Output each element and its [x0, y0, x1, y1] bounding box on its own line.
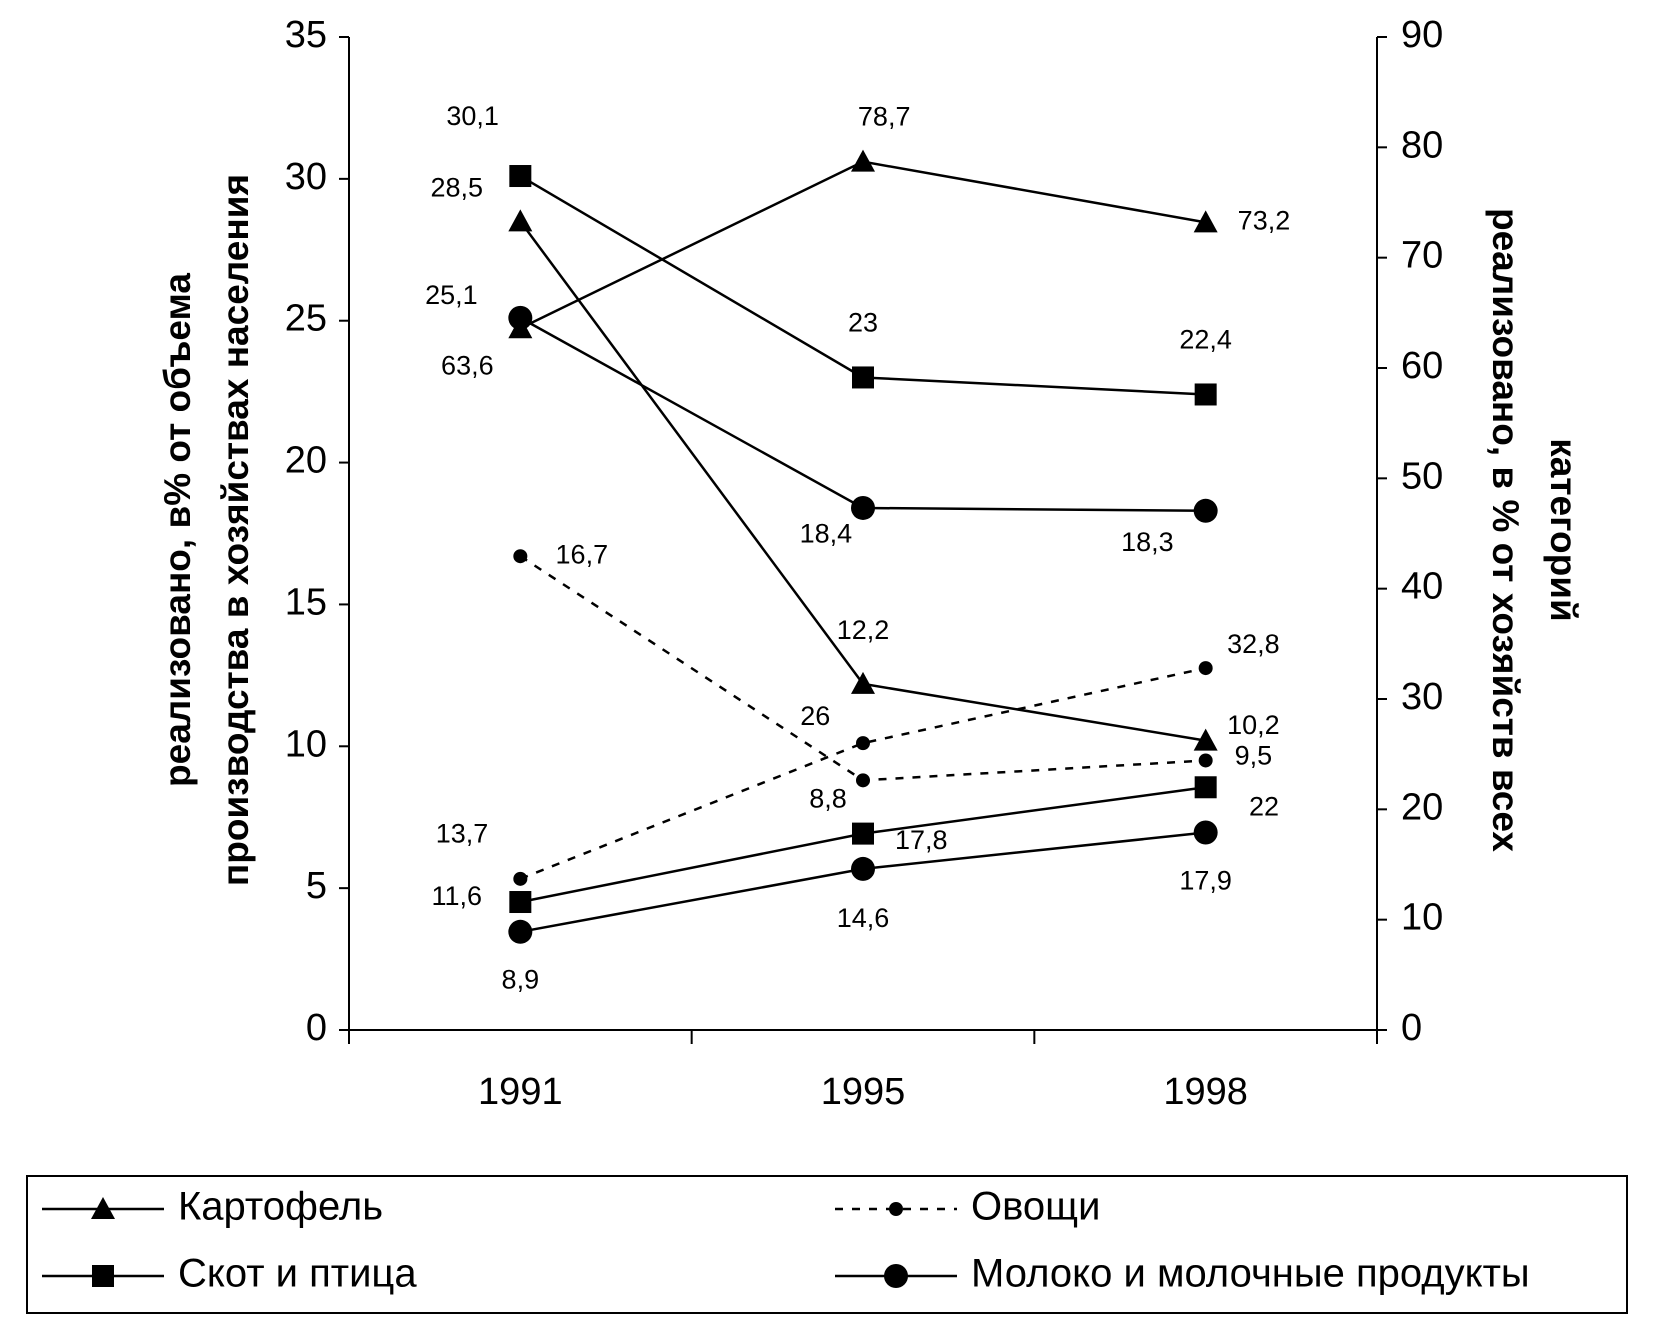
- marker-triangle: [91, 1197, 115, 1219]
- legend-box: [26, 1175, 1628, 1314]
- marker-square: [92, 1265, 114, 1287]
- marker-triangle: [851, 149, 875, 172]
- x-tick-label: 1995: [821, 1071, 906, 1113]
- marker-circle: [1193, 498, 1218, 523]
- data-label: 26: [800, 701, 830, 731]
- y-tick-label: 30: [285, 156, 327, 198]
- y2-tick-label: 10: [1401, 897, 1443, 939]
- marker-small-circle: [513, 871, 528, 886]
- y-axis-title: реализовано, в% от объема: [157, 273, 198, 787]
- marker-circle: [851, 856, 875, 881]
- data-label: 30,1: [446, 101, 499, 131]
- marker-small-circle: [513, 549, 528, 564]
- y2-tick-label: 40: [1401, 566, 1443, 608]
- data-label: 12,2: [837, 615, 890, 645]
- x-tick-label: 1998: [1163, 1071, 1248, 1113]
- marker-square: [509, 891, 532, 914]
- marker-circle: [851, 495, 875, 520]
- y-axis-title: производства в хозяйствах населения: [215, 174, 256, 886]
- marker-square: [1194, 776, 1217, 799]
- data-label: 63,6: [441, 351, 494, 381]
- y2-axis-title: категорий: [1543, 438, 1584, 621]
- data-label: 28,5: [430, 173, 483, 203]
- series-line: [519, 220, 1206, 742]
- marker-square: [852, 822, 874, 845]
- x-tick-label: 1991: [478, 1071, 563, 1113]
- y-tick-label: 5: [306, 865, 327, 907]
- marker-circle: [508, 919, 533, 944]
- data-label: 18,4: [800, 519, 853, 549]
- series-line: [519, 160, 1206, 330]
- y-tick-label: 10: [285, 723, 327, 765]
- marker-small-circle: [1198, 661, 1213, 676]
- y2-axis-title: реализовано, в % от хозяйств всех: [1485, 208, 1526, 852]
- data-label: 10,2: [1227, 710, 1280, 740]
- marker-circle: [1193, 820, 1218, 845]
- data-label: 23: [848, 308, 878, 338]
- marker-triangle: [851, 671, 875, 694]
- marker-triangle: [1193, 210, 1218, 233]
- marker-triangle: [508, 209, 533, 232]
- series-line: [519, 316, 1206, 513]
- y2-tick-label: 70: [1401, 235, 1443, 277]
- y2-tick-label: 20: [1401, 786, 1443, 828]
- data-label: 22,4: [1179, 325, 1232, 355]
- legend-label: Скот и птица: [178, 1252, 417, 1296]
- marker-small-circle: [889, 1202, 903, 1216]
- marker-small-circle: [856, 773, 870, 788]
- y-tick-label: 20: [285, 440, 327, 482]
- y2-tick-label: 60: [1401, 345, 1443, 387]
- marker-small-circle: [856, 736, 870, 751]
- data-label: 9,5: [1235, 740, 1273, 770]
- data-label: 22: [1249, 792, 1279, 822]
- y2-tick-label: 30: [1401, 676, 1443, 718]
- data-label: 73,2: [1238, 205, 1291, 235]
- marker-circle: [508, 305, 533, 330]
- legend-label: Овощи: [971, 1185, 1100, 1229]
- y2-tick-label: 80: [1401, 124, 1443, 166]
- data-label: 13,7: [436, 819, 489, 849]
- y-tick-label: 15: [285, 581, 327, 623]
- marker-circle: [884, 1264, 908, 1288]
- y-tick-label: 25: [285, 298, 327, 340]
- marker-small-circle: [1198, 753, 1213, 768]
- data-label: 14,6: [837, 903, 890, 933]
- data-label: 25,1: [425, 280, 478, 310]
- data-label: 17,9: [1179, 865, 1232, 895]
- data-label: 8,9: [502, 965, 540, 995]
- y2-tick-label: 90: [1401, 14, 1443, 56]
- data-label: 16,7: [556, 539, 609, 569]
- marker-square: [1194, 383, 1217, 406]
- y2-tick-label: 0: [1401, 1007, 1422, 1049]
- y2-tick-label: 50: [1401, 455, 1443, 497]
- marker-triangle: [1193, 728, 1218, 751]
- data-label: 18,3: [1121, 527, 1174, 557]
- legend-label: Картофель: [178, 1185, 383, 1229]
- marker-square: [852, 366, 874, 389]
- y-tick-label: 35: [285, 14, 327, 56]
- legend-label: Молоко и молочные продукты: [971, 1252, 1530, 1296]
- data-label: 11,6: [431, 881, 482, 911]
- data-label: 78,7: [858, 101, 911, 131]
- series-line: [519, 666, 1206, 881]
- data-label: 8,8: [809, 784, 847, 814]
- data-label: 17,8: [895, 825, 948, 855]
- marker-square: [509, 165, 532, 188]
- data-label: 32,8: [1227, 629, 1280, 659]
- y-tick-label: 0: [306, 1007, 327, 1049]
